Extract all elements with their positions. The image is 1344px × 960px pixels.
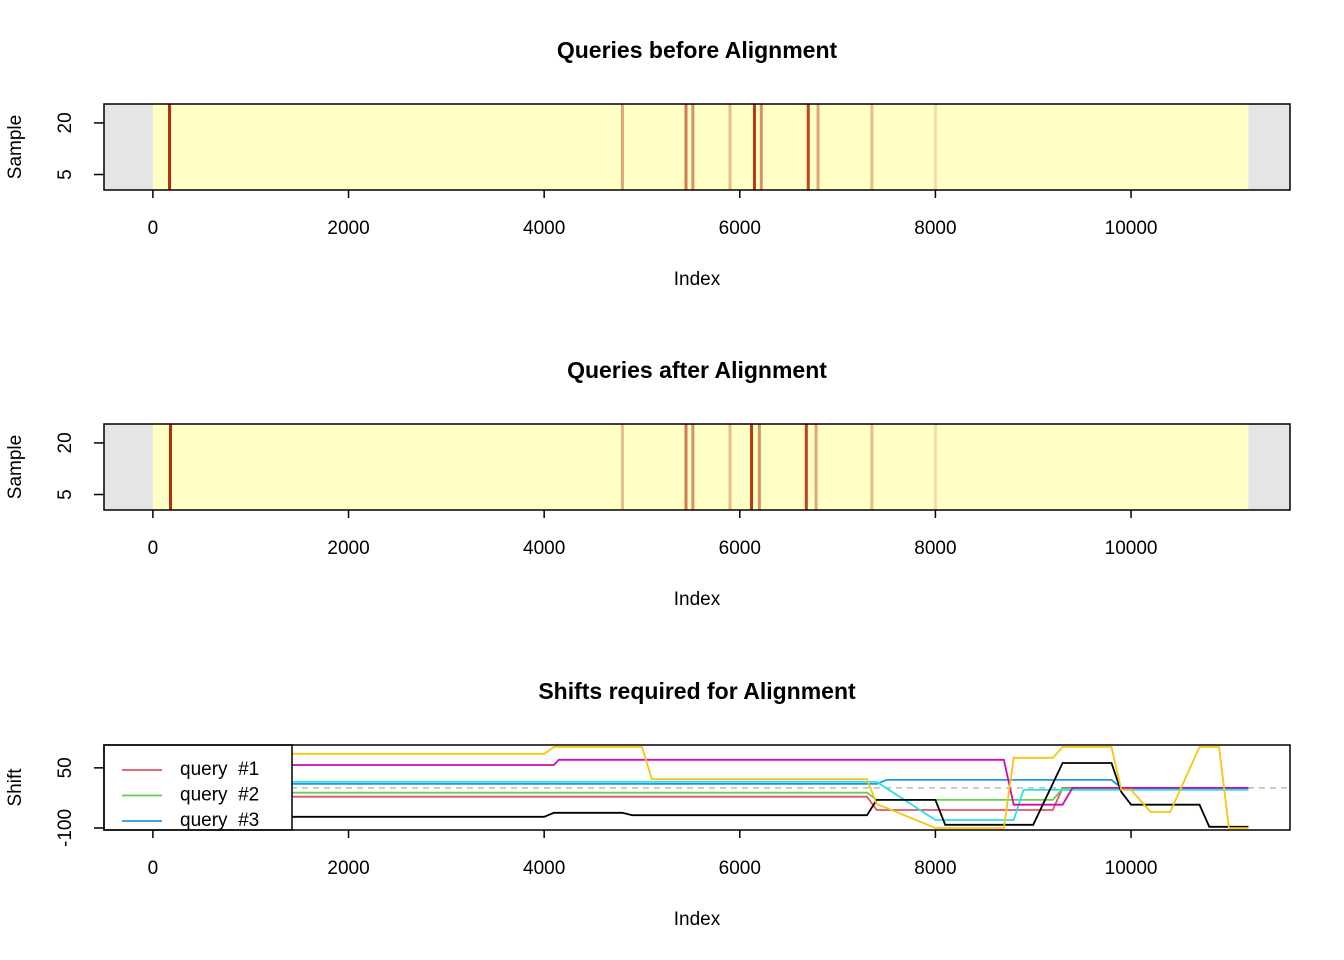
x-axis-label: Index [674, 589, 721, 610]
heatmap-stripe [804, 424, 808, 510]
chart-title: Shifts required for Alignment [538, 678, 856, 704]
x-tick-label: 8000 [914, 858, 956, 879]
heatmap-stripe [933, 424, 937, 510]
x-tick-label: 10000 [1105, 858, 1158, 879]
plot-frame [103, 103, 1291, 191]
x-tick-label: 0 [148, 538, 159, 559]
x-tick-label: 4000 [523, 858, 565, 879]
series-line [152, 781, 1249, 821]
x-tick-label: 10000 [1105, 218, 1158, 239]
x-tick-label: 2000 [327, 218, 369, 239]
legend-label: query #3 [180, 810, 259, 831]
y-axis-label: Sample [5, 115, 26, 179]
heatmap-stripe [870, 104, 874, 190]
x-tick-label: 2000 [327, 538, 369, 559]
x-tick-label: 0 [148, 858, 159, 879]
heatmap-stripe [620, 104, 624, 190]
chart-title: Queries before Alignment [557, 37, 838, 63]
panel: Queries after Alignment Index Sample 0 2000 4… [5, 357, 1291, 610]
heatmap-stripe [691, 104, 695, 190]
legend-label: query #2 [180, 785, 259, 806]
heatmap-stripe [750, 424, 754, 510]
heatmap-stripe [169, 424, 173, 510]
x-tick-label: 8000 [914, 538, 956, 559]
x-tick-label: 10000 [1105, 538, 1158, 559]
x-axis-label: Index [674, 909, 721, 930]
heatmap-stripe [757, 424, 761, 510]
y-axis-label: Sample [5, 435, 26, 499]
y-tick-label: 20 [55, 432, 76, 453]
series-line [152, 787, 1249, 811]
x-tick-label: 4000 [523, 538, 565, 559]
panel: Queries before Alignment Index Sample 0 2000… [5, 37, 1291, 290]
y-axis-label: Shift [5, 768, 26, 807]
legend-label: query #1 [180, 759, 259, 780]
y-tick-label: -100 [55, 809, 76, 847]
series-line [152, 746, 1249, 829]
heatmap-stripe [728, 104, 732, 190]
heatmap-stripe [806, 104, 810, 190]
y-tick-label: 5 [55, 489, 76, 500]
heatmap-stripe [814, 424, 818, 510]
x-tick-label: 6000 [719, 218, 761, 239]
heatmap-stripe [168, 104, 172, 190]
heatmap-stripe [759, 104, 763, 190]
y-tick-label: 5 [55, 169, 76, 180]
x-tick-label: 2000 [327, 858, 369, 879]
panel: Shifts required for Alignment Index Shift q… [5, 678, 1291, 930]
x-tick-label: 4000 [523, 218, 565, 239]
x-tick-label: 8000 [914, 218, 956, 239]
plot-frame [103, 744, 1291, 831]
x-tick-label: 6000 [719, 858, 761, 879]
heatmap-stripe [728, 424, 732, 510]
heatmap-stripe [691, 424, 695, 510]
x-axis-label: Index [674, 269, 721, 290]
y-tick-label: 20 [55, 112, 76, 133]
chart-title: Queries after Alignment [567, 357, 827, 383]
heatmap-stripe [752, 104, 756, 190]
series-line [152, 762, 1249, 828]
x-tick-label: 6000 [719, 538, 761, 559]
heatmap-stripe [684, 104, 688, 190]
heatmap-area [152, 104, 1249, 190]
heatmap-stripe [684, 424, 688, 510]
heatmap-stripe [816, 104, 820, 190]
heatmap-stripe [870, 424, 874, 510]
heatmap-area [152, 424, 1249, 510]
x-tick-label: 0 [148, 218, 159, 239]
heatmap-stripe [933, 104, 937, 190]
plot-frame [103, 423, 1291, 511]
heatmap-stripe [620, 424, 624, 510]
series-line [152, 758, 1249, 806]
y-tick-label: 50 [55, 757, 76, 778]
